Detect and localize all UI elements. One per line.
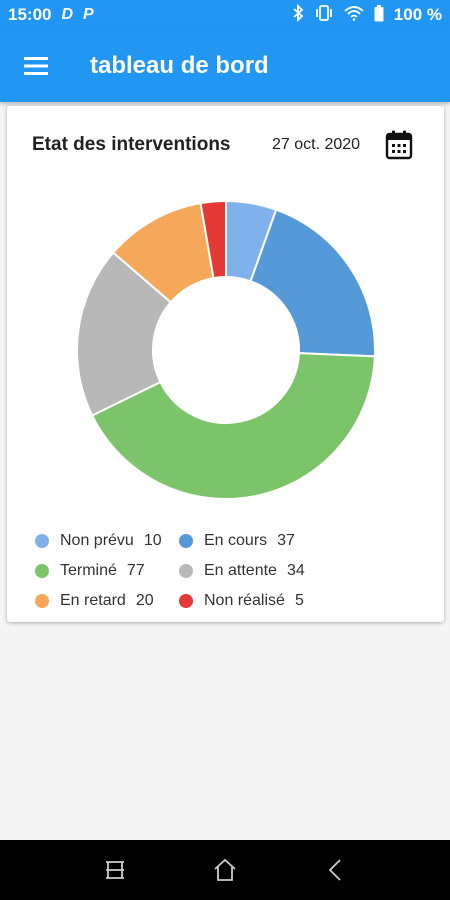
legend-value: 77: [126, 562, 145, 579]
home-icon[interactable]: [205, 850, 245, 890]
recent-apps-icon[interactable]: [95, 850, 135, 890]
legend-label: En cours: [204, 532, 268, 549]
bluetooth-icon: [292, 3, 304, 26]
legend-row: Non prévu 10 En cours 37: [35, 526, 435, 556]
legend-value: 37: [277, 532, 295, 549]
legend-value: 5: [294, 592, 304, 609]
legend-item-non-prevu[interactable]: Non prévu 10: [35, 532, 179, 550]
battery-icon: [374, 4, 384, 26]
interventions-card: Etat des interventions 27 oct. 2020 Non …: [7, 106, 444, 622]
legend-row: En retard 20 Non réalisé 5: [35, 586, 435, 616]
legend-item-en-attente[interactable]: En attente 34: [179, 562, 349, 580]
legend-dot: [179, 534, 193, 548]
legend-label: En attente: [204, 562, 277, 579]
legend-dot: [179, 594, 193, 608]
status-time: 15:00: [8, 5, 52, 24]
legend-value: 34: [286, 562, 305, 579]
status-left: 15:00 D P: [8, 5, 94, 25]
legend-dot: [35, 594, 49, 608]
calendar-icon[interactable]: [385, 130, 415, 162]
legend-value: 20: [135, 592, 154, 609]
legend-label: Non réalisé: [204, 592, 285, 609]
app-title: tableau de bord: [90, 52, 269, 79]
wifi-icon: [344, 5, 364, 25]
back-icon[interactable]: [315, 850, 355, 890]
legend-value: 10: [143, 532, 162, 549]
notification-d-icon: D: [61, 6, 74, 23]
legend-dot: [35, 564, 49, 578]
status-bar: 15:00 D P 100 %: [0, 0, 450, 30]
legend-label: En retard: [60, 592, 126, 609]
hamburger-menu-icon[interactable]: [0, 30, 72, 102]
legend-dot: [179, 564, 193, 578]
donut-slice-non-realise[interactable]: [199, 199, 227, 280]
legend-row: Terminé 77 En attente 34: [35, 556, 435, 586]
legend-item-en-retard[interactable]: En retard 20: [35, 592, 179, 610]
legend-dot: [35, 534, 49, 548]
donut-slice-en-attente[interactable]: [76, 251, 173, 417]
legend-label: Terminé: [60, 562, 117, 579]
donut-slice-termine[interactable]: [90, 352, 376, 500]
legend-item-en-cours[interactable]: En cours 37: [179, 532, 349, 550]
chart-legend: Non prévu 10 En cours 37 Terminé 77 En a…: [35, 526, 435, 616]
app-bar: tableau de bord: [0, 30, 450, 102]
legend-item-termine[interactable]: Terminé 77: [35, 562, 179, 580]
status-right: 100 %: [292, 3, 442, 26]
system-nav-bar: [0, 840, 450, 900]
notification-p-icon: P: [83, 6, 94, 23]
donut-chart: [76, 199, 376, 500]
legend-item-non-realise[interactable]: Non réalisé 5: [179, 592, 349, 610]
card-title: Etat des interventions: [32, 134, 231, 155]
battery-level: 100 %: [393, 5, 442, 24]
vibrate-icon: [314, 5, 334, 25]
legend-label: Non prévu: [60, 532, 134, 549]
card-date[interactable]: 27 oct. 2020: [272, 136, 361, 153]
donut-slice-en-cours[interactable]: [249, 208, 376, 358]
